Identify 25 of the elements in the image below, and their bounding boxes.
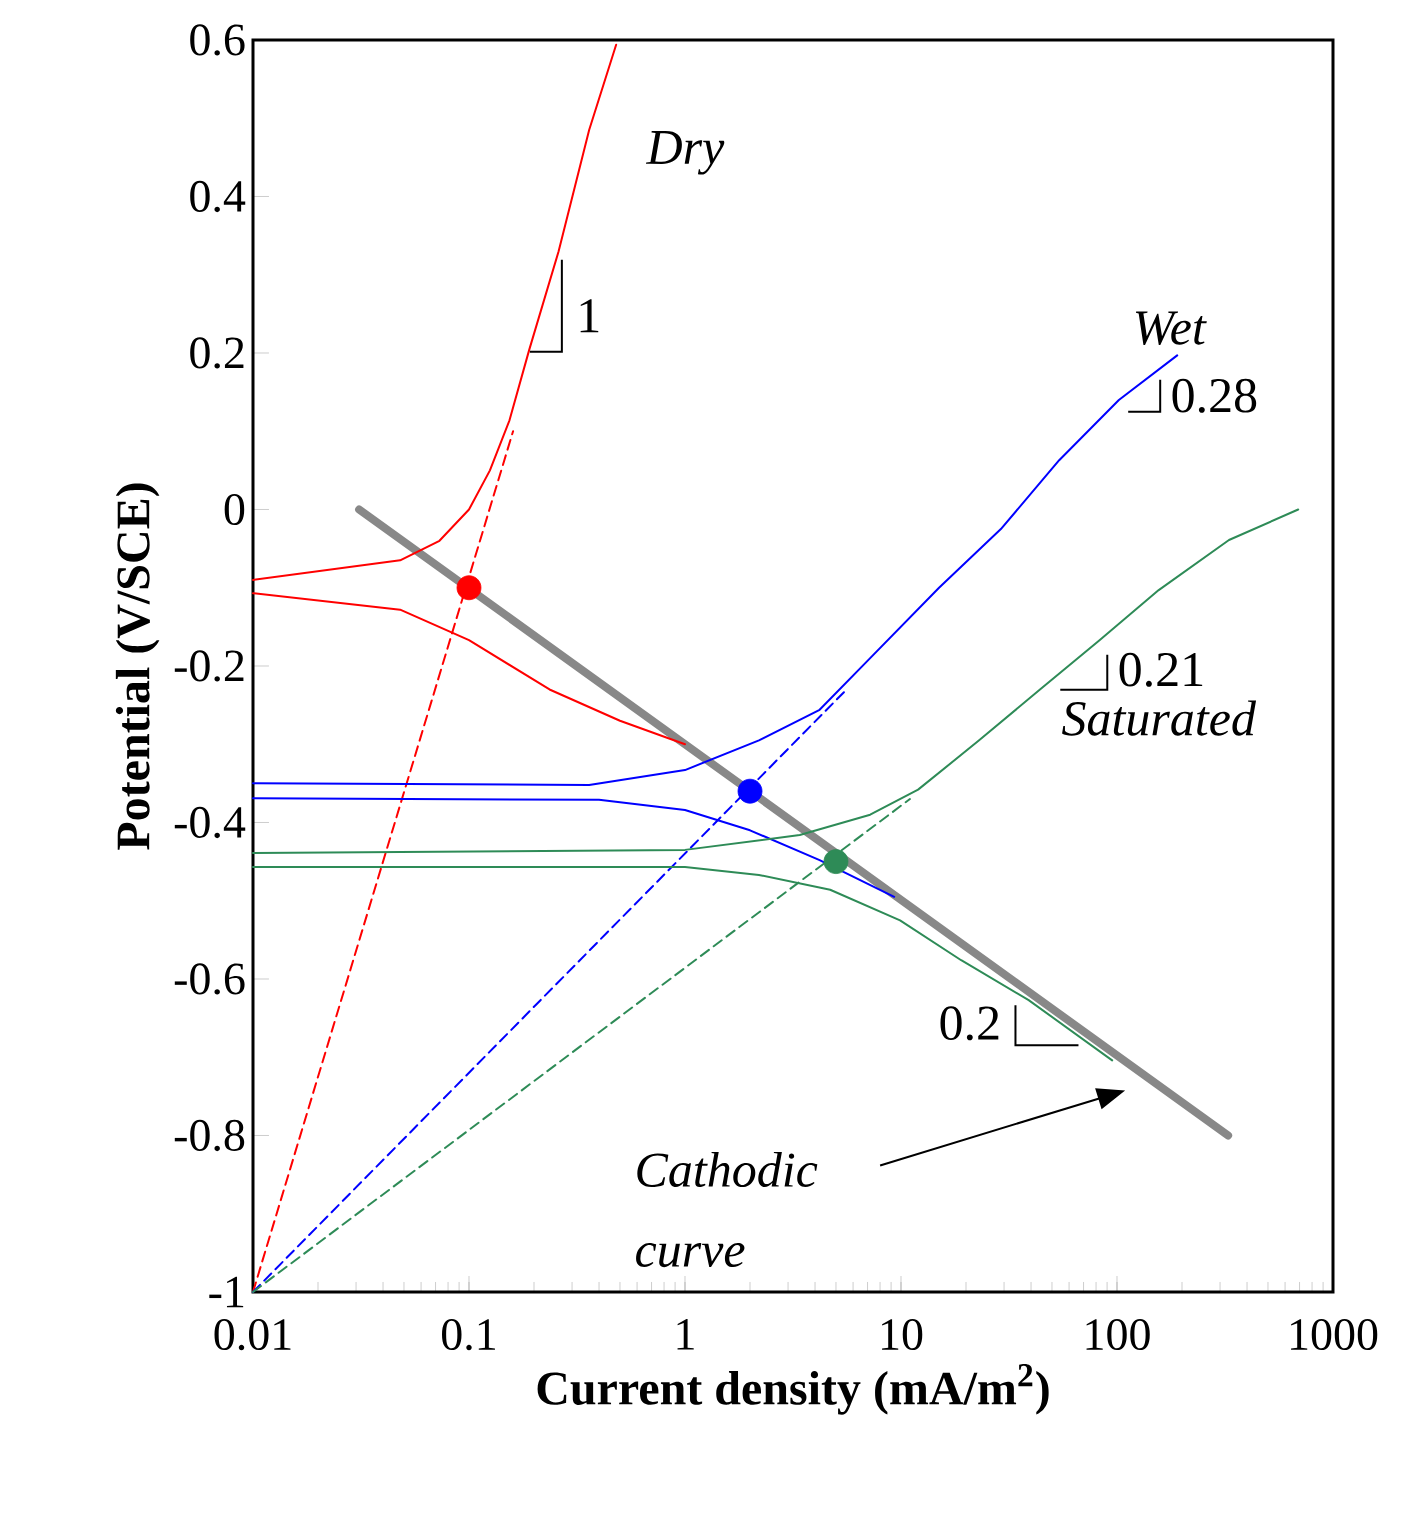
x-tick-label: 0.1	[442, 1319, 495, 1351]
y-tick-label: 0.4	[190, 180, 246, 213]
y-tick-label: -1	[209, 1276, 244, 1308]
y-tick-label: 0.2	[190, 337, 244, 369]
series-label: Wet	[1135, 311, 1207, 345]
x-tick-label: 10	[882, 1319, 923, 1351]
x-tick-label: 0.01	[214, 1319, 291, 1351]
x-tick-label: 100	[1086, 1319, 1150, 1351]
series-label: Saturated	[1062, 700, 1257, 736]
annotation: 0.2	[940, 1006, 999, 1041]
x-tick-label: 1000	[1291, 1319, 1378, 1351]
annotation: 0.21	[1119, 652, 1203, 687]
annotation: 1	[580, 299, 599, 333]
y-tick-label: -0.4	[174, 806, 246, 839]
x-axis-title: Current density (mA/m$^{2}$)	[537, 1364, 1049, 1415]
series-label: Dry	[645, 131, 725, 175]
y-tick-label: 0	[224, 493, 245, 526]
y-axis-title: Potential (V/SCE)	[115, 483, 160, 850]
y-tick-label: -0.8	[174, 1119, 245, 1152]
annotation: Cathodic curve	[636, 1151, 818, 1268]
x-tick-label: 1	[677, 1319, 694, 1350]
y-tick-label: -0.6	[174, 963, 245, 995]
y-tick-label: -0.2	[174, 650, 244, 682]
y-tick-label: 0.6	[190, 24, 245, 56]
annotation: 0.28	[1172, 378, 1257, 413]
